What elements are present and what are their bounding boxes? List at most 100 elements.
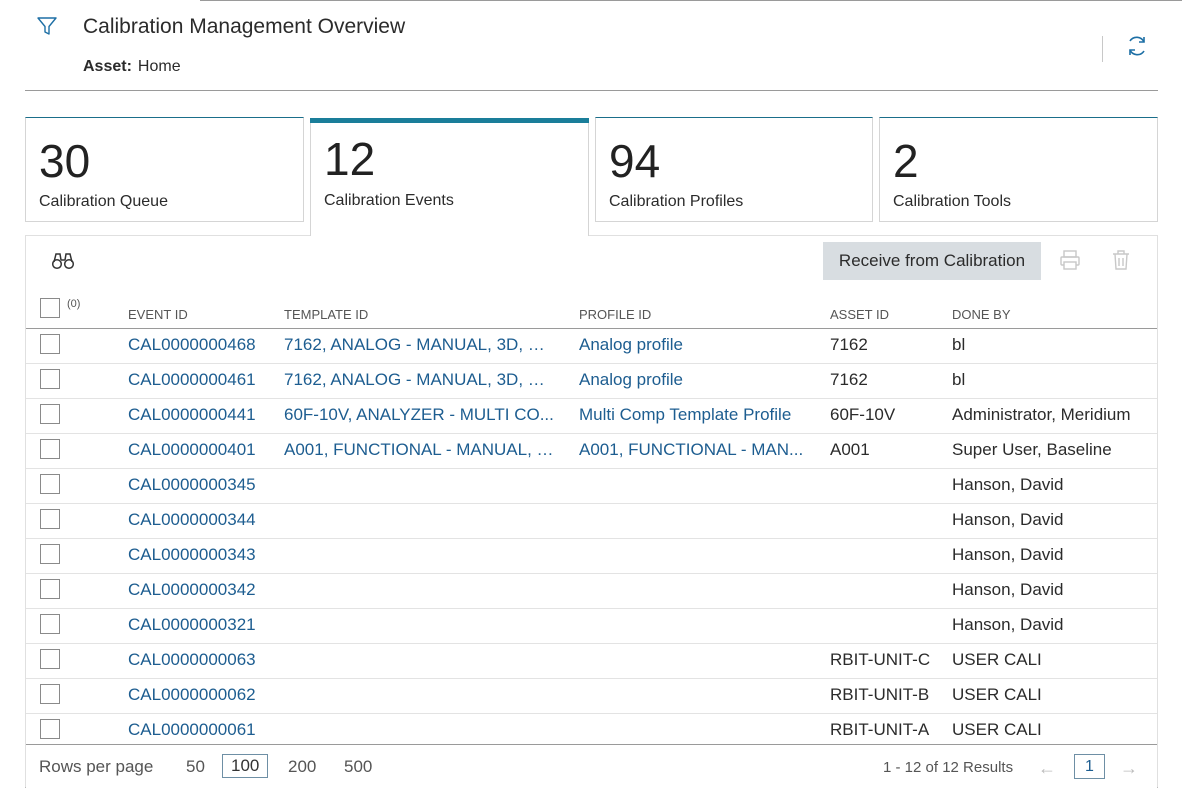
event-id-link[interactable]: CAL0000000468 — [128, 335, 256, 354]
refresh-icon[interactable] — [1124, 33, 1150, 59]
column-header-template-id[interactable]: TEMPLATE ID — [284, 307, 369, 322]
column-header-profile-id[interactable]: PROFILE ID — [579, 307, 652, 322]
column-header-asset-id[interactable]: ASSET ID — [830, 307, 890, 322]
tile-count: 94 — [609, 135, 661, 187]
print-icon[interactable] — [1059, 249, 1081, 271]
row-checkbox[interactable] — [40, 719, 60, 739]
table-row: CAL0000000062 RBIT-UNIT-B USER CALI — [26, 679, 1157, 714]
table-row: CAL0000000342 Hanson, David — [26, 574, 1157, 609]
row-checkbox[interactable] — [40, 684, 60, 704]
row-checkbox[interactable] — [40, 404, 60, 424]
template-id-link[interactable]: 60F-10V, ANALYZER - MULTI CO... — [284, 405, 554, 424]
rows-per-page-label: Rows per page — [39, 757, 154, 776]
tile-calibration-profiles[interactable]: 94 Calibration Profiles — [595, 117, 873, 222]
asset-value: Home — [137, 58, 181, 75]
profile-id-link[interactable]: Multi Comp Template Profile — [579, 405, 792, 424]
row-checkbox[interactable] — [40, 649, 60, 669]
row-checkbox[interactable] — [40, 614, 60, 634]
tile-calibration-tools[interactable]: 2 Calibration Tools — [879, 117, 1158, 222]
active-tile-indicator — [310, 118, 589, 123]
row-checkbox[interactable] — [40, 439, 60, 459]
event-id-link[interactable]: CAL0000000401 — [128, 440, 256, 459]
select-all-checkbox[interactable] — [40, 298, 60, 318]
done-by: Hanson, David — [952, 580, 1064, 599]
table-row: CAL0000000468 7162, ANALOG - MANUAL, 3D,… — [26, 329, 1157, 364]
event-id-link[interactable]: CAL0000000321 — [128, 615, 256, 634]
tile-calibration-events[interactable]: 12 Calibration Events — [310, 118, 589, 236]
done-by: USER CALI — [952, 685, 1042, 704]
template-id-link[interactable]: 7162, ANALOG - MANUAL, 3D, M... — [284, 335, 556, 354]
done-by: Hanson, David — [952, 615, 1064, 634]
event-id-link[interactable]: CAL0000000062 — [128, 685, 256, 704]
event-id-link[interactable]: CAL0000000061 — [128, 720, 256, 739]
results-count: 1 - 12 of 12 Results — [883, 759, 1014, 776]
done-by: Administrator, Meridium — [952, 405, 1131, 424]
current-page[interactable]: 1 — [1074, 754, 1105, 779]
done-by: bl — [952, 370, 966, 389]
trash-icon[interactable] — [1111, 249, 1131, 271]
event-id-link[interactable]: CAL0000000345 — [128, 475, 256, 494]
binoculars-icon[interactable] — [51, 251, 75, 271]
profile-id-link[interactable]: A001, FUNCTIONAL - MAN... — [579, 440, 804, 459]
receive-from-calibration-button[interactable]: Receive from Calibration — [823, 242, 1041, 280]
event-id-link[interactable]: CAL0000000461 — [128, 370, 256, 389]
table-row: CAL0000000345 Hanson, David — [26, 469, 1157, 504]
profile-id-link[interactable]: Analog profile — [579, 335, 683, 354]
tile-label: Calibration Tools — [893, 193, 1011, 210]
asset-id: 60F-10V — [830, 405, 896, 424]
template-id-link[interactable]: 7162, ANALOG - MANUAL, 3D, M... — [284, 370, 556, 389]
tile-count: 30 — [39, 135, 91, 187]
event-id-link[interactable]: CAL0000000343 — [128, 545, 256, 564]
done-by: USER CALI — [952, 650, 1042, 669]
tile-label: Calibration Profiles — [609, 193, 744, 210]
next-page-arrow-icon[interactable]: → — [1120, 758, 1138, 778]
done-by: Super User, Baseline — [952, 440, 1112, 459]
row-checkbox[interactable] — [40, 509, 60, 529]
table-row: CAL0000000061 RBIT-UNIT-A USER CALI — [26, 714, 1157, 749]
page-size-50[interactable]: 50 — [186, 757, 205, 776]
template-id-link[interactable]: A001, FUNCTIONAL - MANUAL, 2S — [284, 440, 556, 459]
table-body: CAL0000000468 7162, ANALOG - MANUAL, 3D,… — [26, 329, 1157, 749]
tile-calibration-queue[interactable]: 30 Calibration Queue — [25, 117, 304, 222]
table-row: CAL0000000441 60F-10V, ANALYZER - MULTI … — [26, 399, 1157, 434]
table-row: CAL0000000063 RBIT-UNIT-C USER CALI — [26, 644, 1157, 679]
asset-label: Asset: — [83, 58, 132, 75]
done-by: Hanson, David — [952, 475, 1064, 494]
profile-id-link[interactable]: Analog profile — [579, 370, 683, 389]
asset-id: RBIT-UNIT-B — [830, 685, 930, 704]
table-row: CAL0000000343 Hanson, David — [26, 539, 1157, 574]
table-header: (0) EVENT ID TEMPLATE ID PROFILE ID ASSE… — [26, 291, 1157, 329]
event-id-link[interactable]: CAL0000000441 — [128, 405, 256, 424]
asset-id: 7162 — [830, 335, 868, 354]
page-header: Calibration Management Overview Asset: Ho… — [25, 0, 1158, 91]
tile-label: Calibration Events — [324, 192, 454, 209]
row-checkbox[interactable] — [40, 544, 60, 564]
header-divider — [1102, 36, 1103, 62]
done-by: Hanson, David — [952, 510, 1064, 529]
filter-icon[interactable] — [35, 14, 59, 38]
asset-id: A001 — [830, 440, 870, 459]
previous-page-arrow-icon[interactable]: ← — [1038, 758, 1056, 778]
tile-count: 12 — [324, 133, 376, 185]
row-checkbox[interactable] — [40, 579, 60, 599]
page-title: Calibration Management Overview — [83, 15, 406, 38]
column-header-done-by[interactable]: DONE BY — [952, 307, 1011, 322]
event-id-link[interactable]: CAL0000000063 — [128, 650, 256, 669]
table-row: CAL0000000461 7162, ANALOG - MANUAL, 3D,… — [26, 364, 1157, 399]
table-row: CAL0000000321 Hanson, David — [26, 609, 1157, 644]
page-size-500[interactable]: 500 — [344, 757, 373, 776]
table-row: CAL0000000344 Hanson, David — [26, 504, 1157, 539]
row-checkbox[interactable] — [40, 369, 60, 389]
event-id-link[interactable]: CAL0000000342 — [128, 580, 256, 599]
row-checkbox[interactable] — [40, 474, 60, 494]
page-size-200[interactable]: 200 — [288, 757, 317, 776]
row-checkbox[interactable] — [40, 334, 60, 354]
page-size-100[interactable]: 100 — [222, 754, 269, 778]
asset-id: RBIT-UNIT-A — [830, 720, 930, 739]
column-header-event-id[interactable]: EVENT ID — [128, 307, 188, 322]
event-id-link[interactable]: CAL0000000344 — [128, 510, 256, 529]
tile-count: 2 — [893, 135, 919, 187]
top-frame-line — [200, 0, 1182, 1]
tile-label: Calibration Queue — [39, 193, 168, 210]
done-by: Hanson, David — [952, 545, 1064, 564]
